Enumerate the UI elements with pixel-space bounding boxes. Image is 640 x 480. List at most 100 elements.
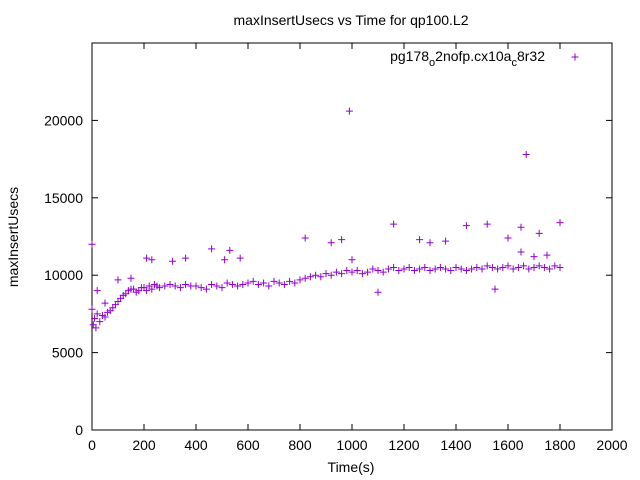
data-point xyxy=(176,284,184,292)
plot-area-frame xyxy=(91,42,613,431)
data-point xyxy=(431,265,439,273)
x-axis-ticks: 0 200 400 600 800 1000 1200 1400 1600 1800 2000 xyxy=(88,43,628,453)
data-point xyxy=(416,236,424,244)
data-point xyxy=(286,277,294,285)
data-point xyxy=(379,268,387,276)
data-point xyxy=(88,240,96,248)
x-tick-label: 800 xyxy=(288,437,312,453)
data-point xyxy=(322,270,330,278)
data-point xyxy=(228,280,236,288)
data-point xyxy=(530,263,538,271)
chart-title: maxInsertUsecs vs Time for qp100.L2 xyxy=(234,12,469,28)
data-point xyxy=(96,318,104,326)
x-tick-label: 0 xyxy=(88,437,96,453)
data-point xyxy=(93,310,101,318)
legend: pg178o2nofp.cx10ac8r32 xyxy=(390,48,579,69)
data-point xyxy=(218,284,226,292)
x-tick-label: 400 xyxy=(184,437,208,453)
data-point xyxy=(522,150,530,158)
data-point xyxy=(338,270,346,278)
data-point xyxy=(143,287,151,295)
data-point xyxy=(236,254,244,262)
legend-marker-symbol xyxy=(571,53,579,61)
x-tick-label: 600 xyxy=(236,437,260,453)
data-point xyxy=(317,273,325,281)
data-point xyxy=(275,279,283,287)
data-point xyxy=(301,234,309,242)
data-point xyxy=(101,313,109,321)
data-point xyxy=(260,279,268,287)
data-point xyxy=(197,284,205,292)
data-point xyxy=(517,223,525,231)
data-point xyxy=(535,262,543,270)
data-point xyxy=(473,263,481,271)
data-point xyxy=(556,263,564,271)
data-point xyxy=(343,267,351,275)
data-point xyxy=(364,268,372,276)
data-point xyxy=(312,271,320,279)
data-point xyxy=(416,265,424,273)
data-point xyxy=(169,257,177,265)
data-point xyxy=(504,262,512,270)
data-point xyxy=(249,277,257,285)
data-point xyxy=(114,276,122,284)
data-point xyxy=(208,280,216,288)
data-point xyxy=(520,262,528,270)
legend-marker xyxy=(571,53,579,61)
data-point xyxy=(280,280,288,288)
data-point xyxy=(213,282,221,290)
data-point xyxy=(221,256,229,264)
data-point xyxy=(442,237,450,245)
data-point xyxy=(535,229,543,237)
data-point xyxy=(494,265,502,273)
data-point xyxy=(499,263,507,271)
data-point xyxy=(452,263,460,271)
data-point xyxy=(410,267,418,275)
data-point xyxy=(143,254,151,262)
series-points xyxy=(88,107,564,332)
data-point xyxy=(421,263,429,271)
data-point xyxy=(374,288,382,296)
data-point xyxy=(436,263,444,271)
data-point xyxy=(551,262,559,270)
data-point xyxy=(348,268,356,276)
data-point xyxy=(332,268,340,276)
data-point xyxy=(182,254,190,262)
data-point xyxy=(426,239,434,247)
y-tick-label: 0 xyxy=(75,422,83,438)
y-tick-label: 5000 xyxy=(52,345,83,361)
data-point xyxy=(306,273,314,281)
data-point xyxy=(426,267,434,275)
data-point xyxy=(270,277,278,285)
data-point xyxy=(345,107,353,115)
data-point xyxy=(296,276,304,284)
data-point xyxy=(462,267,470,275)
y-tick-label: 10000 xyxy=(44,267,83,283)
data-point xyxy=(369,265,377,273)
data-point xyxy=(93,287,101,295)
data-point xyxy=(488,263,496,271)
data-point xyxy=(148,285,156,293)
data-point xyxy=(517,248,525,256)
x-tick-label: 1600 xyxy=(492,437,523,453)
data-point xyxy=(348,256,356,264)
x-tick-label: 1400 xyxy=(440,437,471,453)
data-point xyxy=(327,239,335,247)
data-point xyxy=(540,263,548,271)
data-point xyxy=(91,315,99,323)
data-point xyxy=(390,263,398,271)
data-point xyxy=(182,280,190,288)
data-point xyxy=(543,251,551,259)
data-point xyxy=(254,280,262,288)
data-point xyxy=(478,265,486,273)
data-point xyxy=(244,279,252,287)
data-point xyxy=(101,299,109,307)
data-point xyxy=(338,236,346,244)
data-point xyxy=(405,263,413,271)
x-tick-label: 2000 xyxy=(596,437,627,453)
data-point xyxy=(223,279,231,287)
data-point xyxy=(509,265,517,273)
x-tick-label: 1800 xyxy=(544,437,575,453)
data-point xyxy=(374,267,382,275)
